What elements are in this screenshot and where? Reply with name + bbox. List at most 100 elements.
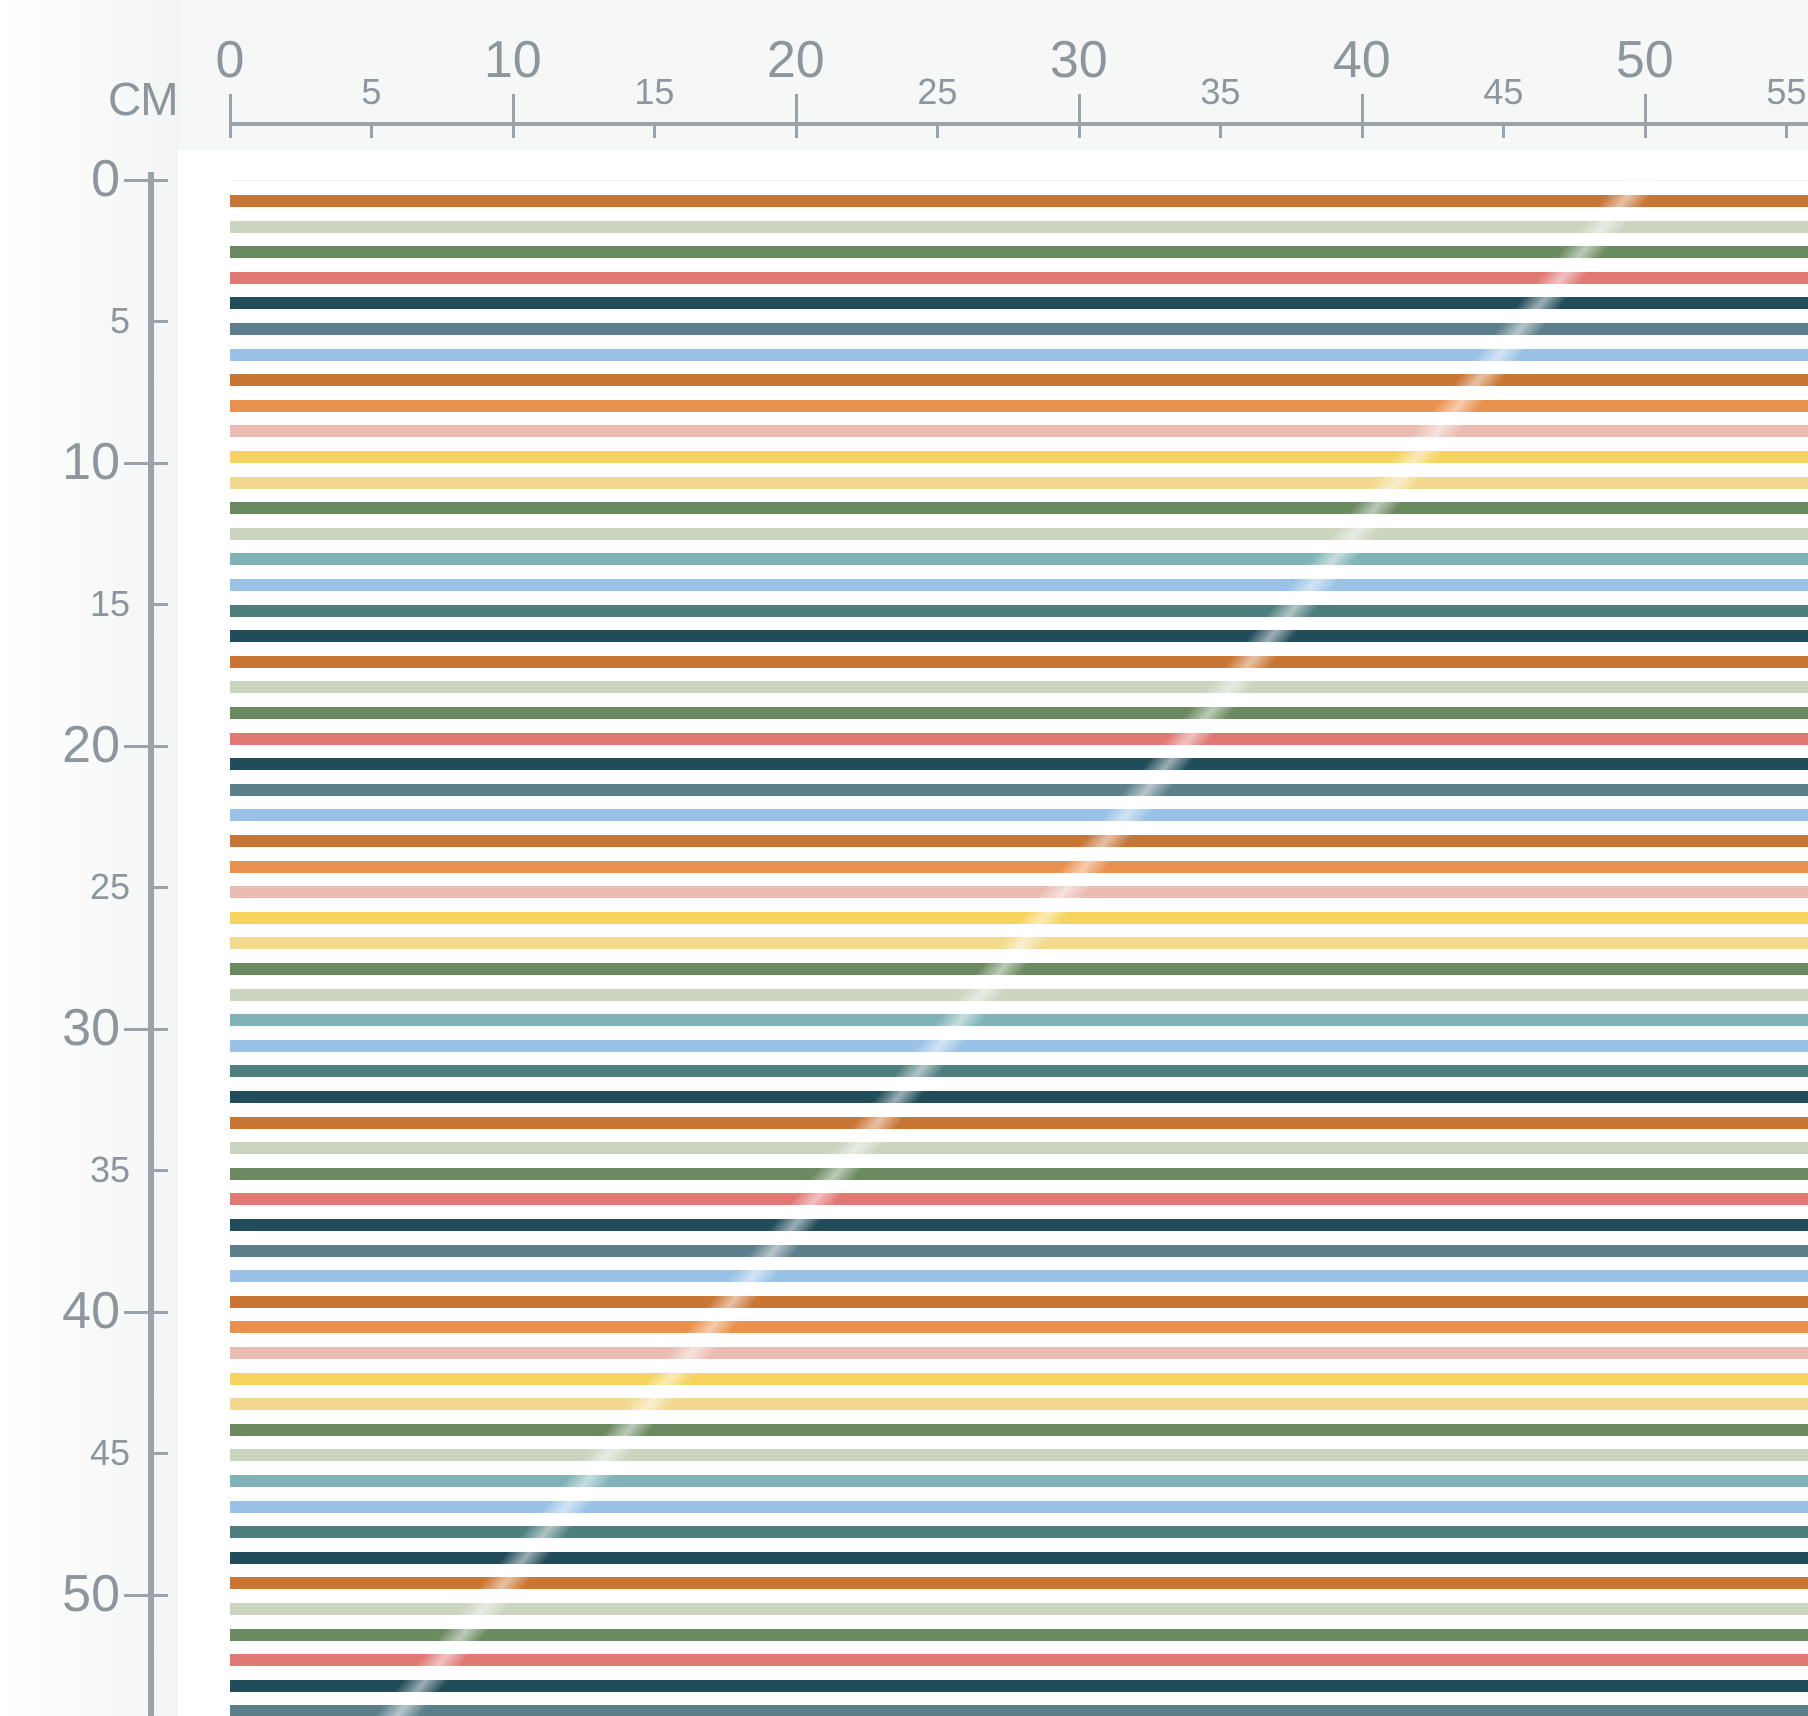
- fabric-stripe: [230, 1142, 1808, 1155]
- fabric-stripe: [230, 323, 1808, 335]
- fabric-stripe: [230, 1372, 1808, 1385]
- h-ruler-tick: [1643, 94, 1647, 138]
- fabric-stripe: [230, 502, 1808, 515]
- h-ruler-label: 45: [1483, 71, 1524, 112]
- fabric-stripe: [230, 860, 1808, 873]
- fabric-stripe: [230, 732, 1808, 745]
- v-ruler-label: 5: [109, 299, 130, 341]
- fabric-stripe: [230, 1193, 1808, 1206]
- fabric-stripe: [230, 1321, 1808, 1334]
- v-ruler-label: 20: [62, 715, 120, 774]
- fabric-stripe: [230, 553, 1808, 566]
- h-ruler-tick: [936, 124, 939, 138]
- v-ruler-label: 0: [91, 149, 120, 208]
- h-ruler-label: 25: [917, 71, 958, 112]
- h-ruler-label: 15: [634, 71, 675, 112]
- fabric-stripe: [230, 195, 1808, 207]
- horizontal-ruler-line: [230, 122, 1808, 126]
- fabric-stripe: [230, 1039, 1808, 1052]
- v-ruler-tick: [154, 886, 168, 889]
- v-ruler-tick: [154, 320, 168, 323]
- h-ruler-label: 5: [361, 71, 382, 112]
- fabric-stripe: [230, 681, 1808, 694]
- h-ruler-tick: [370, 124, 373, 138]
- fabric-stripe: [230, 476, 1808, 489]
- fabric-stripe: [230, 886, 1808, 899]
- fabric-stripe: [230, 1628, 1808, 1641]
- v-ruler-tick: [154, 1452, 168, 1455]
- fabric-stripe: [230, 630, 1808, 643]
- fabric-stripe: [230, 579, 1808, 591]
- h-ruler-tick: [794, 94, 798, 138]
- h-ruler-label: 0: [215, 31, 245, 89]
- fabric-stripe: [230, 271, 1808, 284]
- fabric-stripe: [230, 1679, 1808, 1692]
- fabric-stripe: [230, 835, 1808, 847]
- fabric-stripe: [230, 1423, 1808, 1436]
- fabric-stripe: [230, 1449, 1808, 1462]
- h-ruler-label: 10: [483, 31, 542, 89]
- v-ruler-tick: [124, 1027, 168, 1031]
- fabric-stripe: [230, 963, 1808, 975]
- fabric-stripe: [230, 1500, 1808, 1513]
- h-ruler-label: 35: [1200, 71, 1241, 112]
- fabric-stripe: [230, 1705, 1808, 1716]
- v-ruler-tick: [124, 461, 168, 465]
- h-ruler-label: 30: [1049, 31, 1108, 89]
- fabric-stripe: [230, 1065, 1808, 1078]
- v-ruler-label: 30: [62, 998, 120, 1057]
- fabric-stripe: [230, 1219, 1808, 1231]
- fabric-stripe: [230, 1654, 1808, 1667]
- h-ruler-tick: [653, 124, 656, 138]
- v-ruler-label: 45: [89, 1431, 130, 1473]
- fabric-stripe: [230, 1014, 1808, 1027]
- fabric-stripe: [230, 1603, 1808, 1615]
- vertical-ruler-line: [148, 172, 154, 1716]
- fabric-stripe: [230, 1526, 1808, 1539]
- fabric-stripe: [230, 1347, 1808, 1359]
- fabric-stripe: [230, 527, 1808, 540]
- fabric-stripe: [230, 374, 1808, 387]
- fabric-stripe: [230, 1091, 1808, 1103]
- fabric-stripe: [230, 911, 1808, 924]
- h-ruler-tick: [228, 94, 232, 138]
- fabric-stripe: [230, 1475, 1808, 1487]
- fabric-stripe: [230, 604, 1808, 617]
- fabric-stripe: [230, 1295, 1808, 1308]
- ruler-unit-label: CM: [108, 73, 179, 125]
- fabric-stripe: [230, 1577, 1808, 1590]
- striped-fabric-swatch: [230, 180, 1808, 1716]
- h-ruler-label: 20: [766, 31, 825, 89]
- v-ruler-tick: [124, 178, 168, 182]
- h-ruler-tick: [1785, 124, 1788, 138]
- fabric-stripe: [230, 809, 1808, 822]
- fabric-stripe: [230, 655, 1808, 668]
- horizontal-ruler: 0 5 10 15 20 25 30 35 40 45 50 55: [0, 0, 1808, 150]
- h-ruler-tick: [1077, 94, 1081, 138]
- h-ruler-label: 55: [1766, 71, 1807, 112]
- v-ruler-label: 40: [62, 1281, 120, 1340]
- h-ruler-tick: [1219, 124, 1222, 138]
- fabric-stripe: [230, 348, 1808, 361]
- v-ruler-label: 15: [89, 582, 130, 624]
- fabric-stripe: [230, 1398, 1808, 1411]
- h-ruler-tick: [1360, 94, 1364, 138]
- h-ruler-tick: [511, 94, 515, 138]
- v-ruler-label: 10: [62, 432, 120, 491]
- vertical-ruler: 0 5 10 15 20 25 30 35 40 45 50: [0, 0, 178, 1716]
- v-ruler-tick: [124, 1593, 168, 1597]
- h-ruler-label: 50: [1615, 31, 1674, 89]
- v-ruler-tick: [154, 603, 168, 606]
- h-ruler-label: 40: [1332, 31, 1391, 89]
- v-ruler-label: 50: [62, 1564, 120, 1623]
- v-ruler-label: 25: [89, 865, 130, 907]
- fabric-stripe: [230, 937, 1808, 950]
- v-ruler-tick: [124, 744, 168, 748]
- fabric-stripe: [230, 1244, 1808, 1257]
- fabric-stripe: [230, 220, 1808, 233]
- v-ruler-label: 35: [89, 1148, 130, 1190]
- fabric-stripe: [230, 988, 1808, 1001]
- fabric-stripe: [230, 1270, 1808, 1283]
- fabric-stripe: [230, 246, 1808, 259]
